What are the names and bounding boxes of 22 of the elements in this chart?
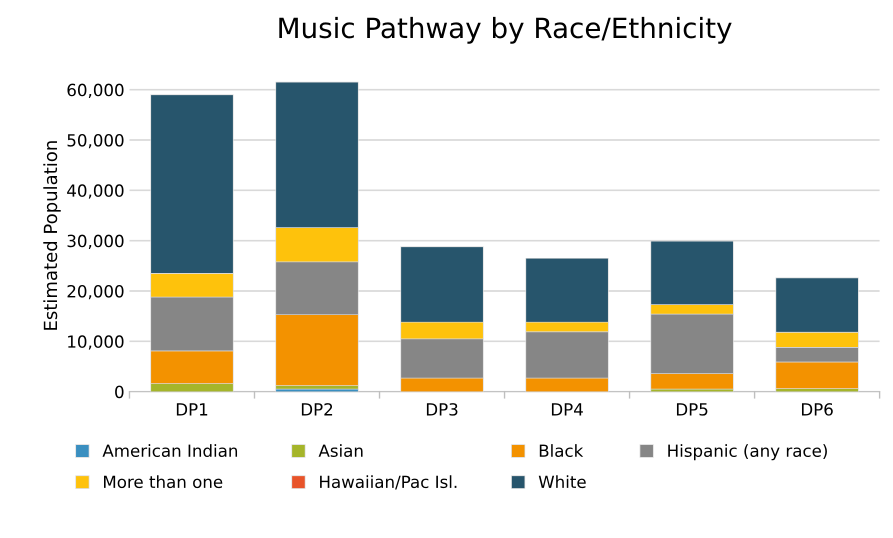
- x-tick-label: DP4: [552, 403, 583, 416]
- y-tick-label: 10,000: [68, 335, 124, 350]
- legend-label: White: [538, 475, 586, 488]
- x-tick-label: DP1: [176, 403, 208, 416]
- y-tick-label: 20,000: [68, 284, 124, 300]
- legend-label: Hispanic (any race): [668, 444, 827, 460]
- x-tick-label: DP6: [802, 403, 833, 416]
- y-tick-label: 30,000: [68, 234, 124, 249]
- y-tick-label: 0: [115, 386, 124, 398]
- legend-label: American Indian: [102, 444, 238, 458]
- y-tick-label: 60,000: [67, 84, 124, 98]
- x-tick-label: DP3: [426, 403, 458, 416]
- x-tick-label: DP2: [302, 403, 332, 416]
- legend-label: More than one: [104, 475, 222, 488]
- y-axis-title: Estimated Population: [43, 141, 61, 330]
- legend-label: Black: [540, 444, 584, 458]
- legend-label: Hawaiian/Pac Isl.: [320, 475, 456, 490]
- legend-label: Asian: [318, 444, 363, 458]
- y-tick-label: 40,000: [67, 184, 124, 199]
- x-tick-label: DP5: [676, 403, 708, 416]
- chart-title: Music Pathway by Race/Ethnicity: [279, 16, 732, 44]
- y-tick-label: 50,000: [68, 134, 124, 148]
